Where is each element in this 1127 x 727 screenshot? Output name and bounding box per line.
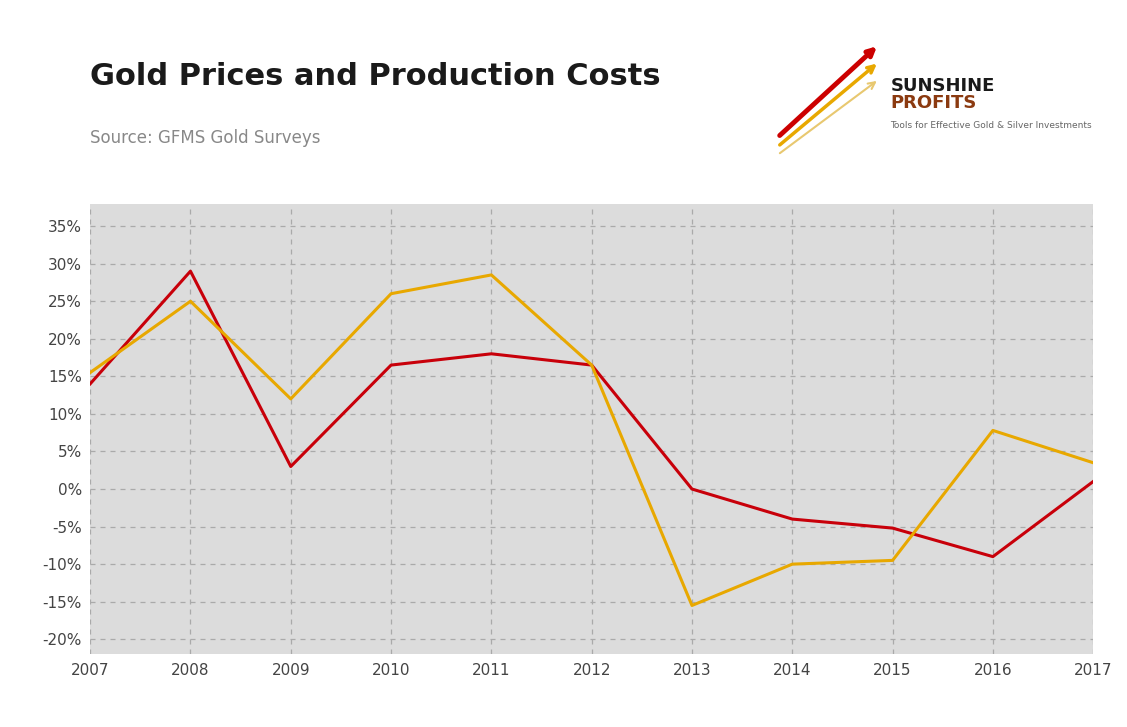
Text: Gold Prices and Production Costs: Gold Prices and Production Costs — [90, 62, 660, 91]
Text: SUNSHINE: SUNSHINE — [890, 77, 995, 95]
Text: Source: GFMS Gold Surveys: Source: GFMS Gold Surveys — [90, 129, 321, 147]
Text: PROFITS: PROFITS — [890, 95, 977, 112]
Text: Tools for Effective Gold & Silver Investments: Tools for Effective Gold & Silver Invest… — [890, 121, 1092, 129]
